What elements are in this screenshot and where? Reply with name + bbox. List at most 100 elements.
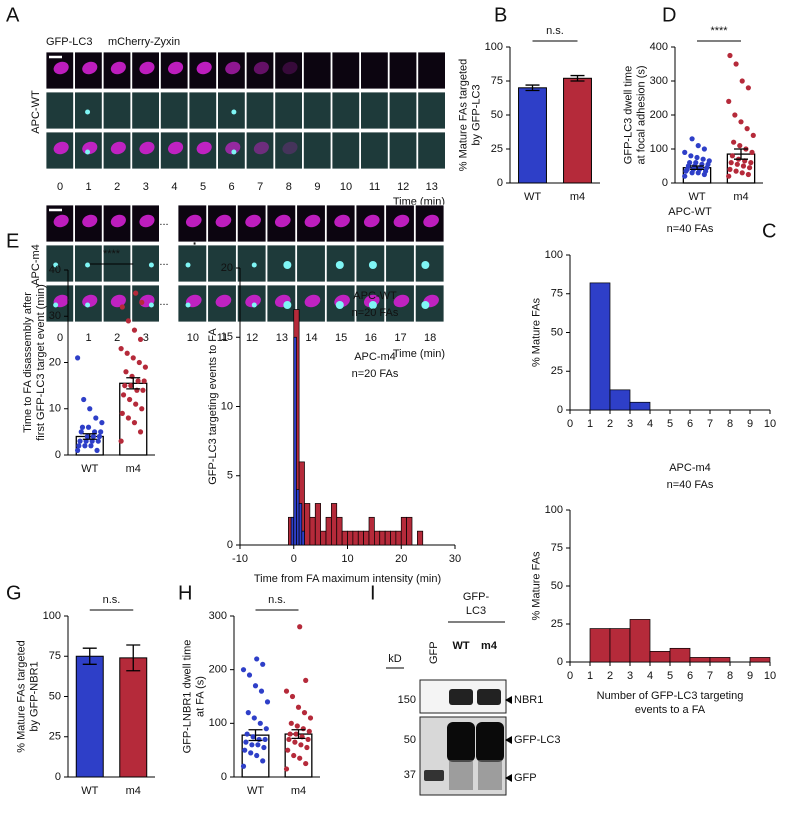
x-tick-label: 6 <box>687 418 693 430</box>
y-axis-label: by GFP-LC3 <box>470 84 482 145</box>
data-point <box>240 763 247 769</box>
zyxin-signal <box>215 294 232 308</box>
data-point <box>738 119 744 125</box>
image-frame <box>414 244 445 283</box>
histogram-bar <box>609 389 631 411</box>
y-axis-label: % Mature FAs targeted <box>457 59 469 172</box>
y-tick-label: 25 <box>551 618 563 630</box>
data-point <box>263 726 269 732</box>
data-point <box>127 396 133 403</box>
image-frame <box>385 244 415 283</box>
y-tick-label: 40 <box>49 264 61 276</box>
data-point <box>246 672 253 678</box>
time-label: 15 <box>335 332 347 344</box>
western-blot: kD 150 50 37 GFP GFP- LC3 WT m4 NBR1 GFP… <box>386 591 560 796</box>
histogram-bar <box>629 619 651 663</box>
y-axis-label: at FA (s) <box>194 676 206 717</box>
error-bar <box>82 433 97 440</box>
image-frame <box>177 244 208 283</box>
data-point <box>130 355 136 361</box>
histogram-bar <box>395 530 402 546</box>
image-frame <box>274 131 303 170</box>
data-point <box>90 433 96 440</box>
x-tick-label: 6 <box>687 670 693 682</box>
y-tick-label: 200 <box>209 664 227 676</box>
lane-label: WT <box>452 640 469 652</box>
zyxin-signal <box>53 214 69 228</box>
data-point <box>125 318 131 324</box>
data-point <box>77 438 83 444</box>
data-point <box>250 734 256 740</box>
data-point <box>306 728 312 734</box>
y-tick-label: 100 <box>545 249 563 261</box>
lc3-signal <box>185 262 191 268</box>
data-point <box>295 704 302 710</box>
panel-label: H <box>178 582 192 604</box>
data-point <box>82 443 88 449</box>
data-point <box>289 693 296 700</box>
image-frame <box>245 51 275 90</box>
bar <box>75 655 104 778</box>
y-tick-label: 0 <box>497 177 503 189</box>
zyxin-signal <box>282 141 298 155</box>
marker-label: 50 <box>404 734 416 746</box>
time-label: 0 <box>57 181 63 193</box>
x-tick-label: m4 <box>570 191 585 203</box>
blot-band <box>477 689 501 705</box>
y-axis-label: by GFP-NBR1 <box>28 661 40 731</box>
image-frame <box>74 131 103 170</box>
data-point <box>297 624 303 630</box>
image-frame <box>159 91 189 130</box>
data-point <box>142 364 148 370</box>
time-label: 1 <box>86 181 92 193</box>
y-tick-label: 50 <box>551 580 563 592</box>
data-point <box>294 723 300 729</box>
data-point <box>84 433 90 440</box>
lc3-signal <box>251 262 257 268</box>
zyxin-signal <box>53 61 69 75</box>
image-frame <box>236 244 267 283</box>
zyxin-signal <box>253 141 269 155</box>
lc3-signal <box>148 302 154 308</box>
data-point <box>79 424 86 430</box>
time-label: 9 <box>314 181 320 193</box>
y-tick-label: 300 <box>209 610 227 622</box>
image-frame <box>217 91 246 130</box>
image-frame <box>131 244 160 283</box>
zyxin-signal <box>304 214 321 228</box>
data-point <box>693 160 699 166</box>
x-tick-label: 30 <box>449 553 461 565</box>
data-point <box>137 336 144 342</box>
ellipsis: ... <box>159 216 168 228</box>
data-point <box>139 406 145 412</box>
y-tick-label: 25 <box>491 143 503 155</box>
image-frame <box>360 51 389 90</box>
histogram-bar <box>296 489 300 546</box>
image-frame <box>266 244 297 283</box>
x-tick-label: m4 <box>126 463 141 475</box>
data-point <box>291 752 297 759</box>
histogram-bar <box>314 503 321 546</box>
zyxin-signal <box>139 141 155 155</box>
data-point <box>94 447 100 453</box>
lc3-signal <box>368 301 377 309</box>
image-frame <box>355 284 386 323</box>
data-point <box>694 154 700 161</box>
panel-label: B <box>494 4 507 26</box>
histogram-bar <box>331 503 338 546</box>
data-point <box>739 170 745 176</box>
histogram-bar <box>293 336 297 546</box>
image-frame <box>331 51 361 90</box>
histogram-bar <box>589 628 611 663</box>
lc3-signal <box>148 262 154 268</box>
chart: 0 25 50 75 100 % Mature FAs targeted by GFP-LC… <box>457 25 600 203</box>
time-label: 2 <box>114 181 120 193</box>
data-point <box>125 415 131 421</box>
condition-label: APC-WT <box>30 90 42 134</box>
error-bar <box>291 729 306 740</box>
data-point <box>133 290 139 296</box>
data-point <box>689 136 695 142</box>
x-axis-label: Number of GFP-LC3 targeting <box>597 690 744 702</box>
lc3-signal <box>85 109 91 115</box>
lc3-signal <box>85 149 91 155</box>
